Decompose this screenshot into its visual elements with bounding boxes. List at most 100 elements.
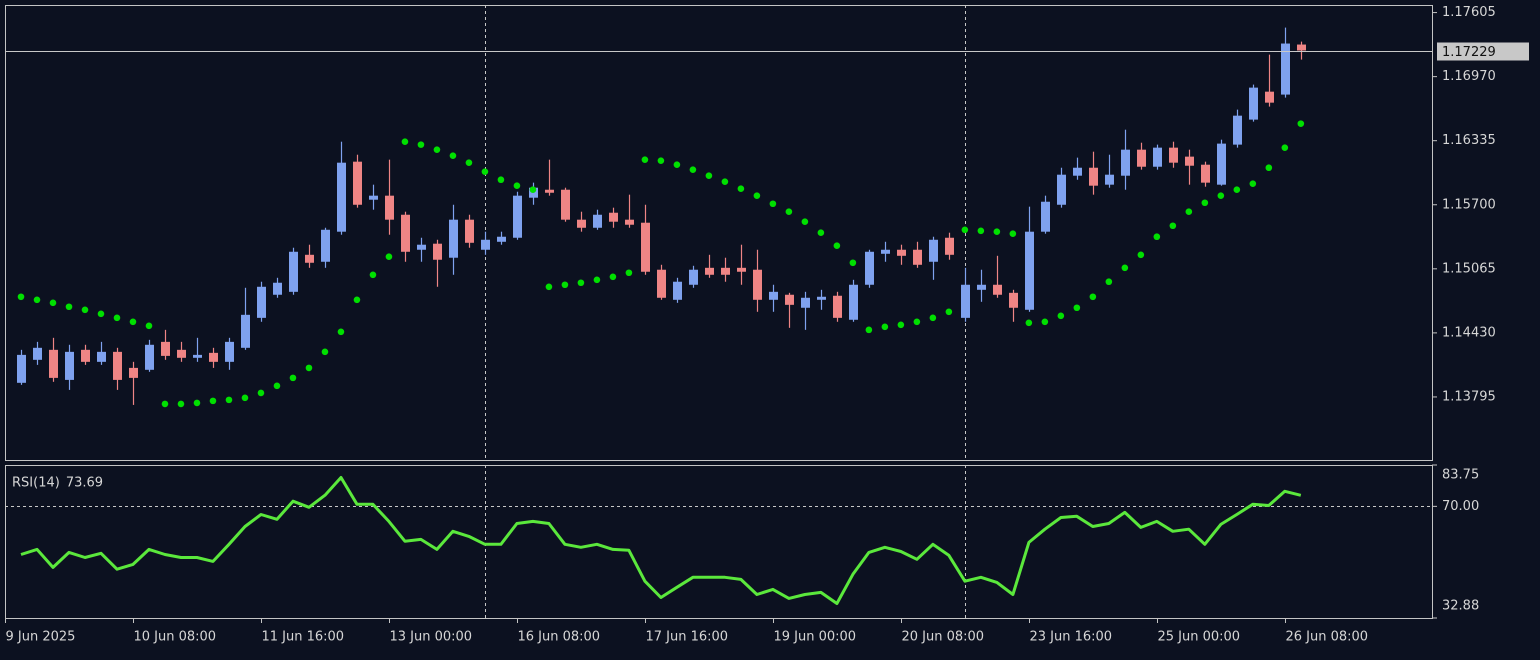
sar-dot — [1153, 233, 1161, 241]
sar-dot — [145, 322, 153, 330]
sar-dot — [529, 186, 537, 194]
candle-body — [369, 195, 378, 200]
sar-dot — [289, 374, 297, 382]
x-tick-label: 16 Jun 08:00 — [518, 630, 601, 645]
candle-body — [337, 162, 346, 232]
sar-dot — [1297, 120, 1305, 127]
candle-body — [849, 284, 858, 320]
candle-body — [305, 254, 314, 263]
candle-body — [545, 189, 554, 193]
sar-dot — [1041, 318, 1049, 326]
candle-body — [241, 314, 250, 348]
sar-dot — [545, 283, 553, 291]
y-tick-label: 1.15065 — [1442, 261, 1496, 276]
rsi-line — [20, 476, 1302, 605]
sar-dot — [1201, 199, 1209, 207]
y-tick-label: 83.75 — [1442, 468, 1479, 483]
candle-body — [17, 354, 26, 383]
sar-dot — [1073, 304, 1081, 312]
sar-dot — [449, 152, 457, 160]
candle-body — [1217, 143, 1226, 185]
price-panel-frame — [5, 5, 1433, 461]
sar-dot — [657, 157, 665, 164]
candle-body — [817, 296, 826, 300]
sar-dot — [385, 253, 393, 261]
sar-dot — [209, 397, 217, 405]
sar-dot — [705, 172, 713, 180]
candle-body — [465, 219, 474, 243]
candle-body — [929, 239, 938, 262]
x-tick-label: 13 Jun 00:00 — [390, 630, 473, 645]
sar-dot — [273, 382, 281, 390]
sar-dot — [897, 321, 905, 329]
candle-body — [785, 294, 794, 305]
sar-dot — [1249, 180, 1257, 187]
candle-body — [145, 344, 154, 370]
sar-dot — [1169, 222, 1177, 230]
sar-dot — [641, 156, 649, 163]
sar-dot — [785, 208, 793, 216]
candle-body — [257, 286, 266, 318]
candle-body — [881, 249, 890, 254]
sar-dot — [1137, 251, 1145, 259]
indicator-value: 73.69 — [66, 476, 103, 491]
sar-dot — [833, 242, 841, 250]
sar-dot — [593, 276, 601, 284]
candle-body — [609, 212, 618, 222]
candle-body — [1105, 174, 1114, 185]
y-tick-label: 70.00 — [1442, 499, 1479, 514]
sar-dot — [961, 226, 969, 234]
y-tick-label: 1.16970 — [1442, 69, 1496, 84]
sar-dot — [1217, 192, 1225, 199]
candle-body — [1073, 167, 1082, 176]
y-tick-label: 1.13795 — [1442, 389, 1496, 404]
sar-dot — [561, 281, 569, 289]
sar-dot — [465, 159, 473, 166]
sar-dot — [1281, 144, 1289, 151]
sar-dot — [305, 364, 313, 372]
candle-body — [1233, 115, 1242, 145]
x-tick-label: 23 Jun 16:00 — [1030, 630, 1113, 645]
y-tick-label: 1.14430 — [1442, 325, 1496, 340]
sar-dot — [849, 259, 857, 267]
sar-dot — [497, 176, 505, 184]
candle-body — [161, 341, 170, 356]
candle-body — [1025, 231, 1034, 310]
candle-body — [1169, 147, 1178, 163]
sar-dot — [865, 326, 873, 334]
candle-body — [673, 281, 682, 300]
sar-dot — [721, 178, 729, 185]
x-tick-label: 26 Jun 08:00 — [1286, 630, 1369, 645]
candle-body — [1009, 292, 1018, 308]
sar-dot — [1089, 293, 1097, 301]
candle-body — [1089, 167, 1098, 186]
sar-dot — [689, 166, 697, 173]
candle-body — [705, 267, 714, 275]
sar-dot — [113, 314, 121, 322]
candle-body — [593, 214, 602, 228]
candle-body — [913, 249, 922, 265]
candle-body — [1297, 44, 1306, 51]
candle-body — [193, 354, 202, 358]
sar-dot — [417, 141, 425, 148]
candle-body — [177, 349, 186, 358]
candle-body — [65, 351, 74, 380]
sar-dot — [129, 318, 137, 326]
candle-body — [209, 352, 218, 362]
candle-body — [321, 229, 330, 262]
sar-dot — [49, 299, 57, 307]
sar-dot — [369, 271, 377, 279]
candle-body — [1121, 149, 1130, 176]
sar-dot — [257, 389, 265, 397]
candle-body — [833, 295, 842, 318]
candle-body — [801, 297, 810, 308]
candle-body — [865, 251, 874, 285]
candle-body — [33, 347, 42, 360]
sar-dot — [161, 400, 169, 408]
candle-body — [689, 269, 698, 285]
sar-dot — [801, 218, 809, 226]
sar-dot — [481, 168, 489, 175]
